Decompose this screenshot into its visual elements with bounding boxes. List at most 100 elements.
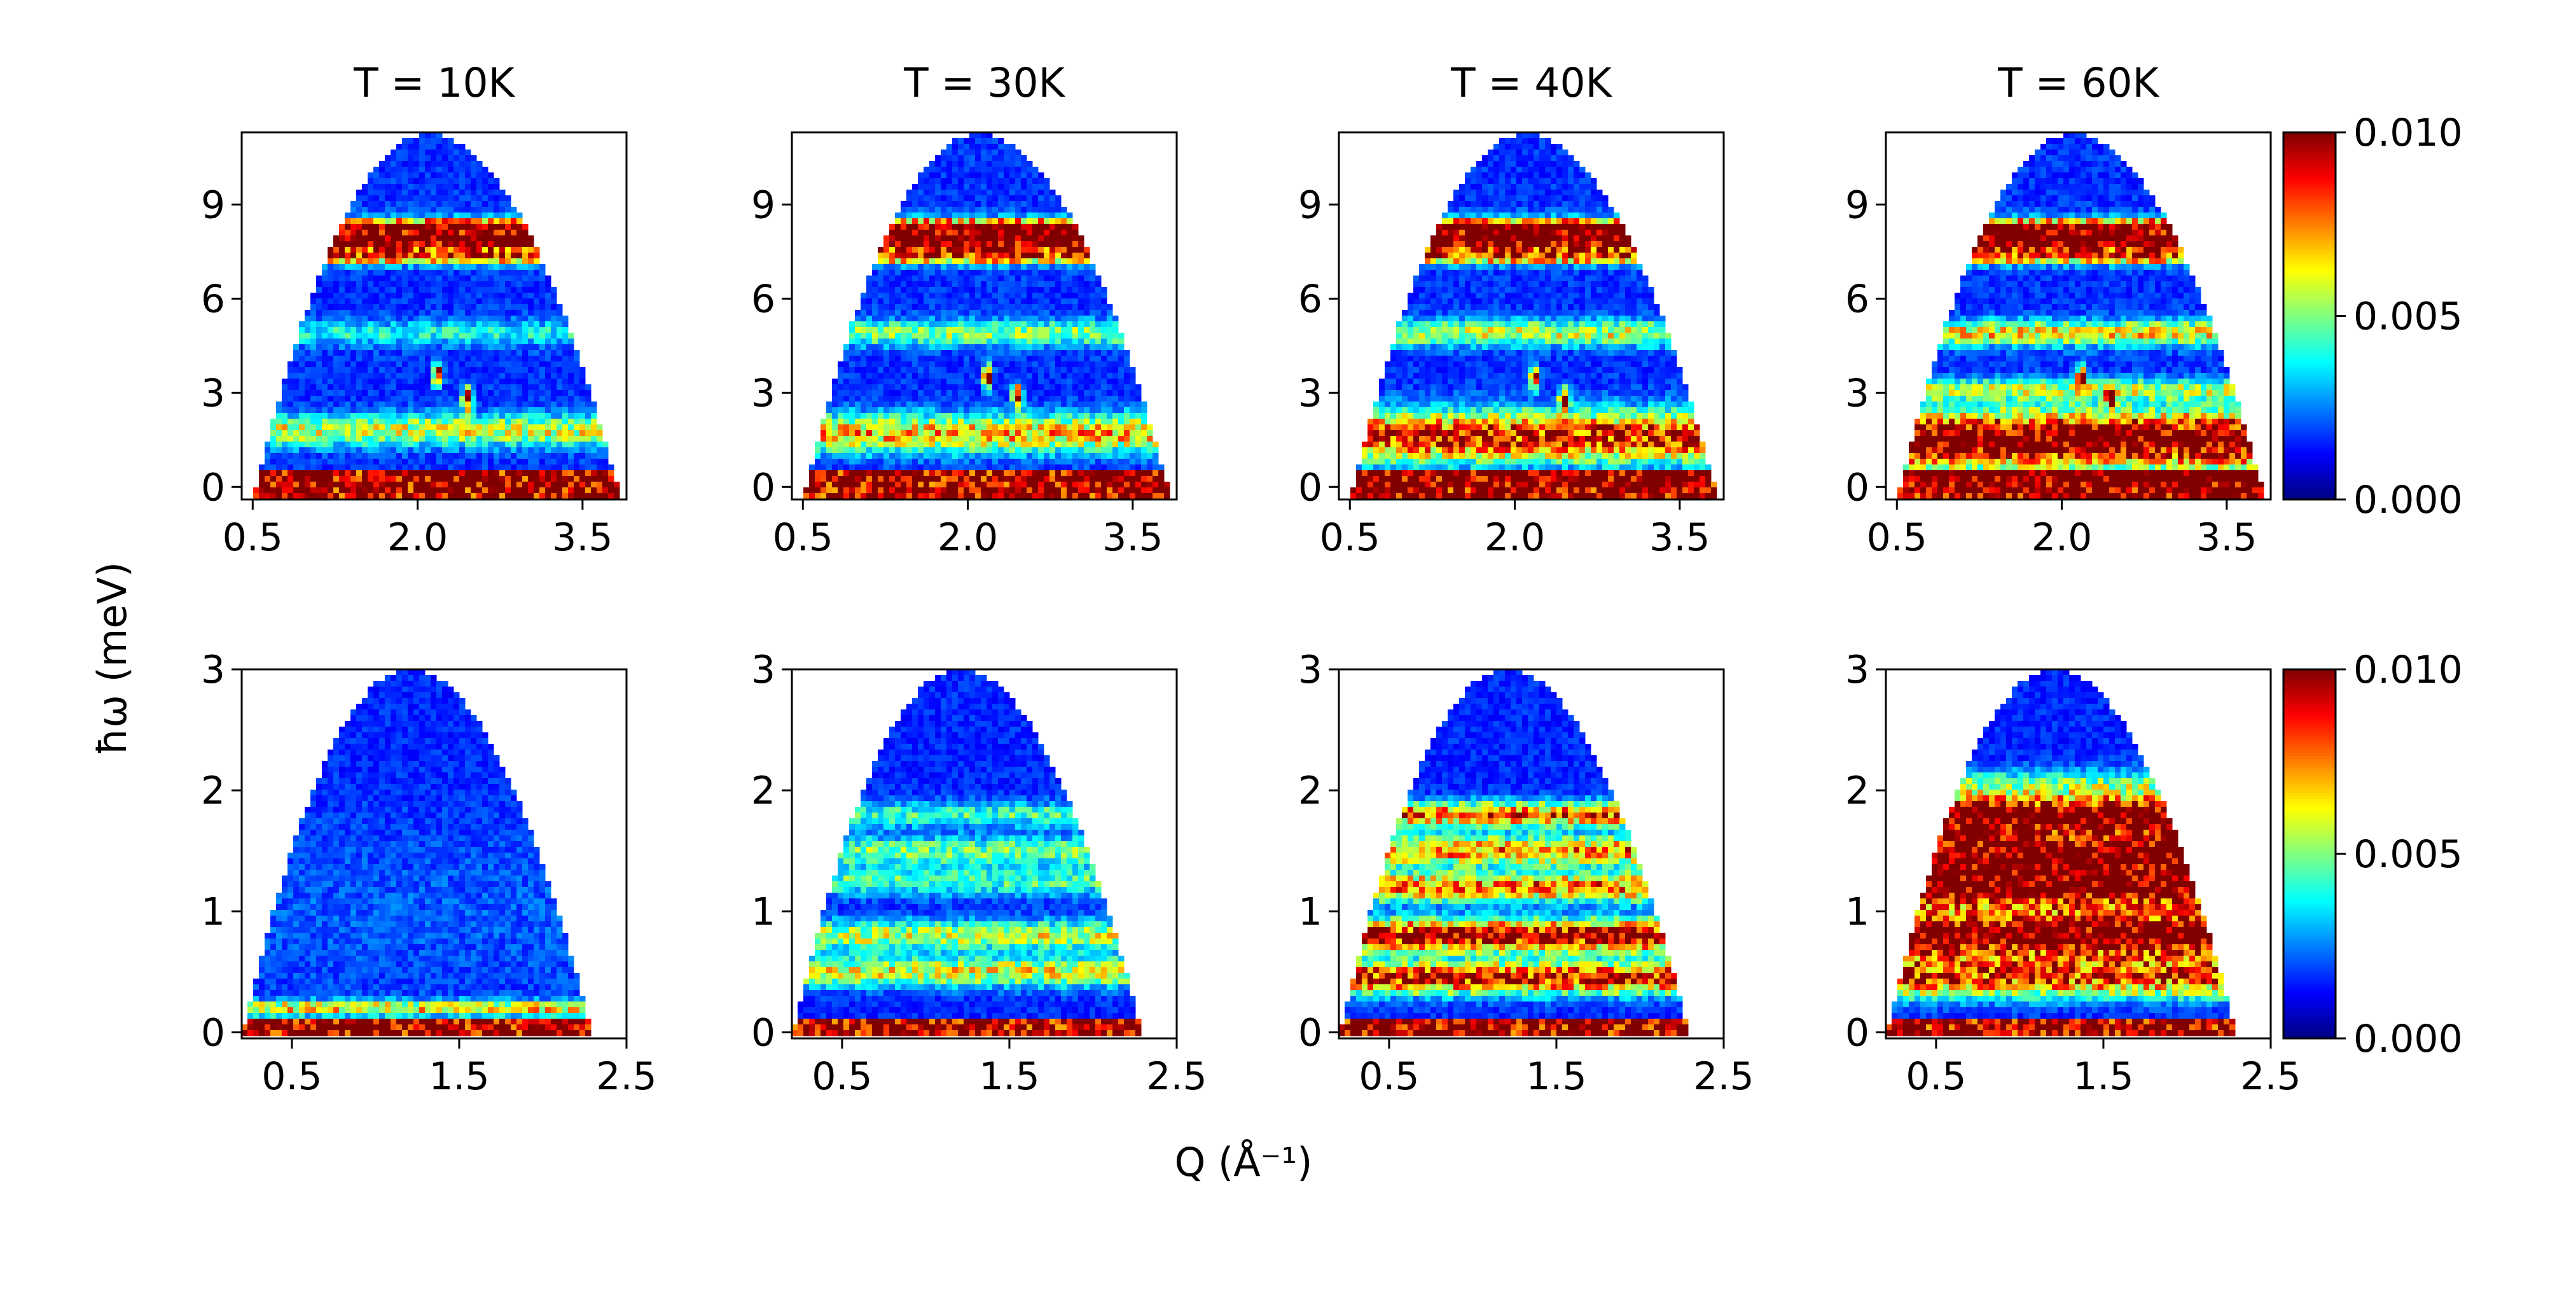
heatmap-cell [1004,287,1010,293]
heatmap-cell [998,264,1004,270]
heatmap-cell [385,384,391,391]
heatmap-cell [964,241,970,248]
heatmap-cell [579,396,586,402]
heatmap-cell [568,390,574,396]
heatmap-cell [436,304,443,311]
heatmap-cell [889,298,896,305]
heatmap-cell [918,276,924,282]
heatmap-cell [998,207,1004,213]
heatmap-cell [499,442,506,448]
heatmap-cell [516,264,523,270]
heatmap-cell [396,390,403,396]
heatmap-cell [1061,287,1067,293]
heatmap-cell [516,281,523,288]
heatmap-cell [1084,344,1090,351]
heatmap-cell [562,361,569,368]
heatmap-cell [539,281,546,288]
heatmap-cell [1078,384,1084,391]
heatmap-cell [591,442,597,448]
heatmap-cell [345,453,351,459]
heatmap-cell [465,321,471,328]
heatmap-cell [368,373,374,379]
heatmap-cell [408,178,414,185]
heatmap-cell [918,241,924,248]
heatmap-cell [1090,373,1096,379]
heatmap-cell [585,493,592,499]
heatmap-cell [969,167,976,173]
heatmap-cell [832,419,838,425]
heatmap-cell [373,396,380,402]
heatmap-cell [545,464,551,471]
heatmap-cell [368,361,374,368]
heatmap-cell [402,270,408,276]
heatmap-cell [454,213,460,219]
heatmap-cell [579,430,586,436]
heatmap-cell [471,373,477,379]
heatmap-cell [396,178,403,185]
heatmap-cell [1021,447,1027,454]
heatmap-cell [494,407,500,414]
heatmap-cell [448,487,454,494]
heatmap-cell [861,379,867,385]
heatmap-cell [459,207,466,213]
heatmap-cell [872,356,878,362]
heatmap-cell [1107,401,1113,408]
heatmap-cell [379,298,385,305]
heatmap-cell [505,396,511,402]
heatmap-cell [579,447,586,454]
heatmap-cell [516,367,523,373]
heatmap-cell [476,172,483,179]
heatmap-cell [975,298,981,305]
heatmap-cell [987,344,993,351]
heatmap-cell [964,396,970,402]
heatmap-cell [471,310,477,316]
heatmap-cell [872,367,878,373]
heatmap-cell [448,407,454,414]
heatmap-cell [562,316,569,322]
heatmap-cell [465,287,471,293]
heatmap-cell [293,459,300,465]
heatmap-cell [924,258,930,265]
heatmap-cell [1027,338,1033,345]
heatmap-cell [883,447,890,454]
heatmap-cell [551,407,557,414]
heatmap-cell [1021,293,1027,299]
heatmap-cell [998,281,1004,288]
heatmap-cell [969,419,976,425]
heatmap-cell [557,384,563,391]
heatmap-cell [322,419,328,425]
heatmap-cell [1072,430,1079,436]
heatmap-cell [843,419,850,425]
heatmap-cell [391,184,397,190]
heatmap-cell [373,213,380,219]
heatmap-cell [866,287,873,293]
heatmap-cell [557,401,563,408]
heatmap-cell [1038,350,1044,356]
heatmap-cell [866,310,873,316]
heatmap-cell [1072,442,1079,448]
heatmap-cell [373,356,380,362]
heatmap-cell [534,373,540,379]
heatmap-cell [952,155,959,162]
heatmap-cell [1009,201,1016,207]
heatmap-cell [1055,258,1062,265]
heatmap-cell [1049,424,1056,431]
heatmap-cell [981,190,987,196]
heatmap-cell [293,464,300,471]
heatmap-cell [964,195,970,202]
heatmap-cell [958,298,964,305]
heatmap-cell [528,247,534,253]
heatmap-cell [419,344,426,351]
heatmap-cell [402,350,408,356]
heatmap-cell [488,172,494,179]
heatmap-cell [436,293,443,299]
heatmap-cell [499,419,506,425]
heatmap-cell [459,218,466,225]
heatmap-cell [597,470,603,477]
heatmap-cell [1009,436,1016,442]
heatmap-cell [345,230,351,236]
heatmap-cell [391,338,397,345]
heatmap-cell [442,396,448,402]
heatmap-cell [293,390,300,396]
heatmap-cell [459,453,466,459]
